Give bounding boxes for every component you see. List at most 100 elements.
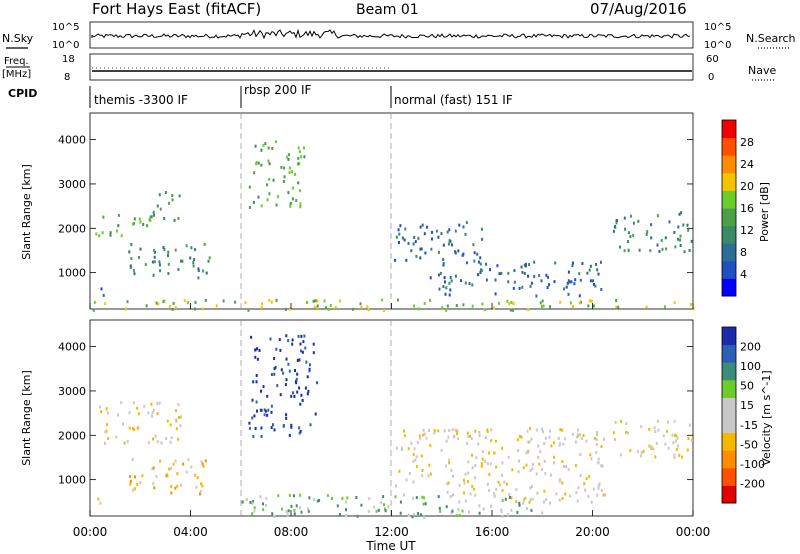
echo-cell	[464, 281, 467, 285]
echo-cell	[275, 347, 278, 351]
xtick-label: 00:00	[73, 525, 108, 539]
echo-cell	[129, 479, 132, 483]
colorbar-tick-label: -200	[740, 477, 765, 490]
echo-cell	[176, 472, 179, 476]
echo-cell	[431, 237, 433, 241]
echo-cell	[93, 300, 96, 304]
echo-cell	[262, 502, 264, 506]
colorbar-frame	[721, 119, 737, 297]
echo-cell	[579, 453, 582, 456]
echo-cell	[168, 201, 171, 205]
echo-cell	[570, 280, 573, 284]
echo-cell	[446, 230, 449, 234]
header-title: Fort Hays East (fitACF)	[92, 0, 261, 18]
echo-cell	[130, 257, 133, 261]
colorbar-swatch	[722, 190, 736, 209]
echo-cell	[299, 342, 302, 346]
echo-cell	[530, 437, 533, 441]
echo-cell	[355, 496, 358, 499]
echo-cell	[115, 435, 118, 439]
echo-cell	[524, 496, 527, 500]
echo-cell	[464, 499, 467, 503]
colorbar-tick-label: 28	[740, 136, 754, 149]
echo-cell	[583, 482, 586, 486]
echo-cell	[513, 280, 516, 284]
echo-cell	[180, 259, 182, 263]
echo-cell	[627, 431, 630, 435]
echo-cell	[177, 267, 180, 271]
echo-cell	[632, 221, 635, 225]
echo-cell	[447, 435, 450, 439]
echo-cell	[614, 420, 617, 424]
echo-cell	[373, 505, 376, 509]
echo-cell	[588, 299, 591, 303]
echo-cell	[673, 231, 676, 234]
echo-cell	[303, 146, 305, 150]
echo-cell	[431, 230, 433, 234]
echo-cell	[154, 250, 156, 254]
echo-cell	[457, 437, 460, 441]
colorbar-tick-label: -50	[740, 438, 758, 451]
echo-cell	[170, 491, 173, 495]
echo-cell	[155, 301, 158, 305]
echo-cell	[415, 464, 418, 468]
echo-cell	[444, 292, 447, 296]
echo-cell	[455, 514, 458, 518]
echo-cell	[419, 513, 422, 517]
colorbar-tick-label: 20	[740, 180, 754, 193]
echo-cell	[466, 431, 469, 435]
colorbar-tick-label: -15	[740, 419, 758, 432]
echo-cell	[563, 287, 565, 291]
echo-cell	[597, 272, 600, 276]
echo-cell	[658, 249, 661, 253]
echo-cell	[290, 425, 293, 429]
echo-cell	[394, 495, 397, 499]
echo-cell	[266, 413, 269, 417]
colorbar-tick-label: 24	[740, 158, 754, 171]
xtick-label: 12:00	[374, 525, 409, 539]
echo-cell	[625, 422, 628, 426]
echo-cell	[306, 392, 309, 396]
echo-cell	[638, 248, 641, 252]
echo-cell	[295, 377, 298, 381]
echo-cell	[151, 411, 154, 415]
echo-cell	[162, 246, 165, 249]
echo-cell	[280, 368, 283, 372]
echo-cell	[177, 403, 180, 406]
echo-cell	[680, 211, 683, 215]
echo-cell	[251, 500, 254, 504]
echo-cell	[414, 458, 417, 462]
echo-cell	[145, 304, 148, 308]
echo-cell	[597, 457, 600, 461]
echo-cell	[289, 204, 292, 208]
sky-right-label: N.Search	[746, 32, 796, 45]
echo-cell	[137, 412, 140, 416]
echo-cell	[569, 494, 572, 498]
echo-cell	[612, 431, 615, 435]
echo-cell	[136, 483, 139, 486]
echo-cell	[383, 503, 385, 507]
echo-cell	[312, 299, 315, 303]
colorbar-swatch	[722, 485, 736, 504]
echo-cell	[401, 236, 404, 240]
echo-cell	[541, 299, 544, 303]
echo-cell	[531, 497, 534, 501]
echo-cell	[387, 505, 390, 509]
echo-cell	[299, 402, 302, 406]
echo-cell	[507, 280, 510, 284]
echo-cell	[423, 301, 426, 305]
echo-cell	[596, 433, 598, 437]
echo-cell	[296, 358, 299, 362]
echo-cell	[172, 301, 175, 305]
echo-cell	[313, 305, 316, 309]
echo-cell	[423, 515, 426, 519]
echo-cell	[596, 268, 599, 272]
echo-cell	[441, 306, 444, 310]
echo-cell	[104, 430, 107, 434]
echo-cell	[308, 496, 311, 500]
echo-cell	[396, 298, 399, 302]
echo-cell	[398, 469, 401, 473]
echo-cell	[131, 427, 134, 431]
echo-cell	[98, 405, 101, 409]
colorbar-frame	[721, 326, 737, 504]
